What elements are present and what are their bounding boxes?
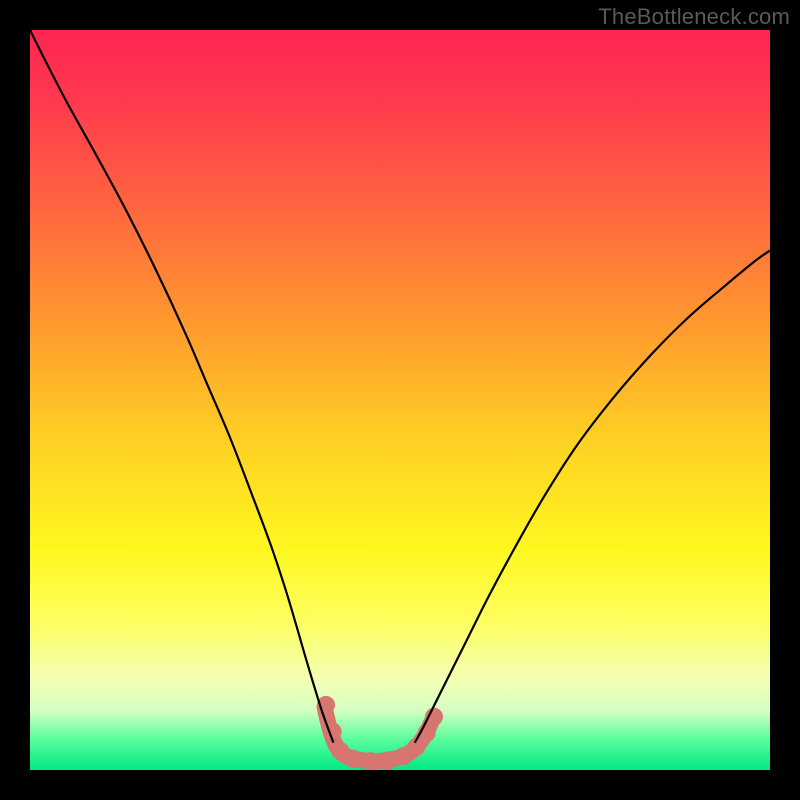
gradient-background [30,30,770,770]
bottleneck-chart [0,0,800,800]
chart-frame: TheBottleneck.com [0,0,800,800]
watermark-text: TheBottleneck.com [598,4,790,30]
